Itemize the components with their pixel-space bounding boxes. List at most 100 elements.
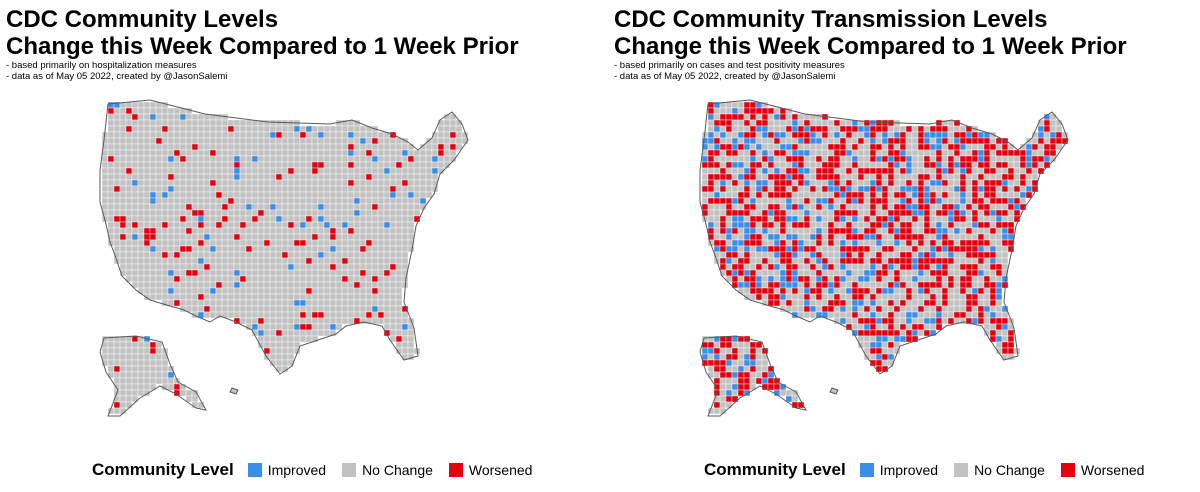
county-cell xyxy=(113,137,121,145)
county-cell xyxy=(323,167,331,175)
county-cell xyxy=(263,293,271,301)
county-cell xyxy=(215,275,223,283)
county-cell xyxy=(389,293,397,301)
county-cell xyxy=(275,209,283,217)
county-cell xyxy=(287,281,295,289)
county-cell xyxy=(233,287,241,295)
county-cell xyxy=(287,275,295,283)
county-cell xyxy=(713,227,721,235)
county-cell xyxy=(857,317,865,325)
county-cell xyxy=(875,263,883,271)
county-cell xyxy=(347,179,355,187)
county-cell xyxy=(269,143,277,151)
county-cell xyxy=(275,221,283,229)
county-cell xyxy=(125,359,133,367)
county-cell xyxy=(755,275,763,283)
county-cell xyxy=(911,161,919,169)
county-cell xyxy=(743,185,751,193)
county-cell xyxy=(917,215,925,223)
county-cell xyxy=(725,137,733,145)
county-cell xyxy=(335,239,343,247)
county-cell xyxy=(737,275,745,283)
county-cell xyxy=(251,317,259,325)
county-cell xyxy=(137,377,145,385)
county-cell xyxy=(827,305,835,313)
county-cell xyxy=(923,287,931,295)
county-cell xyxy=(839,215,847,223)
county-cell xyxy=(953,131,961,139)
county-cell xyxy=(335,269,343,277)
county-cell xyxy=(923,239,931,247)
county-cell xyxy=(899,311,907,319)
county-cell xyxy=(827,257,835,265)
county-cell xyxy=(185,149,193,157)
county-cell xyxy=(881,221,889,229)
county-cell xyxy=(323,305,331,313)
county-cell xyxy=(173,191,181,199)
county-cell xyxy=(851,263,859,271)
county-cell xyxy=(887,359,895,367)
county-cell xyxy=(767,239,775,247)
county-cell xyxy=(1043,149,1051,157)
county-cell xyxy=(857,221,865,229)
county-cell xyxy=(767,161,775,169)
county-cell xyxy=(125,389,133,397)
county-cell xyxy=(389,287,397,295)
county-cell xyxy=(377,185,385,193)
county-cell xyxy=(359,149,367,157)
county-cell xyxy=(239,161,247,169)
county-cell xyxy=(179,281,187,289)
county-cell xyxy=(239,269,247,277)
county-cell xyxy=(251,209,259,217)
county-cell xyxy=(761,143,769,151)
county-cell xyxy=(977,131,985,139)
county-cell xyxy=(173,203,181,211)
county-cell xyxy=(149,125,157,133)
county-cell xyxy=(287,329,295,337)
county-cell xyxy=(1025,185,1033,193)
county-cell xyxy=(893,257,901,265)
county-cell xyxy=(893,149,901,157)
county-cell xyxy=(233,299,241,307)
county-cell xyxy=(197,233,205,241)
county-cell xyxy=(983,305,991,313)
county-cell xyxy=(287,269,295,277)
county-cell xyxy=(179,389,187,397)
county-cell xyxy=(779,173,787,181)
county-cell xyxy=(119,251,127,259)
county-cell xyxy=(113,353,121,361)
county-cell xyxy=(743,179,751,187)
county-cell xyxy=(719,167,727,175)
title-line-1: CDC Community Transmission Levels xyxy=(614,6,1048,33)
county-cell xyxy=(251,281,259,289)
county-cell xyxy=(983,173,991,181)
county-cell xyxy=(1001,173,1009,181)
county-cell xyxy=(359,143,367,151)
county-cell xyxy=(173,173,181,181)
county-cell xyxy=(395,233,403,241)
county-cell xyxy=(977,185,985,193)
county-cell xyxy=(719,383,727,391)
county-cell xyxy=(869,125,877,133)
county-cell xyxy=(395,335,403,343)
county-cell xyxy=(977,161,985,169)
county-cell xyxy=(263,257,271,265)
county-cell xyxy=(317,263,325,271)
county-cell xyxy=(773,161,781,169)
county-cell xyxy=(299,155,307,163)
county-cell xyxy=(179,227,187,235)
county-cell xyxy=(929,263,937,271)
county-cell xyxy=(401,179,409,187)
county-cell xyxy=(875,239,883,247)
county-cell xyxy=(743,173,751,181)
county-cell xyxy=(719,341,727,349)
county-cell xyxy=(335,155,343,163)
county-cell xyxy=(983,137,991,145)
county-cell xyxy=(383,239,391,247)
county-cell xyxy=(413,167,421,175)
county-cell xyxy=(317,137,325,145)
county-cell xyxy=(185,197,193,205)
county-cell xyxy=(815,245,823,253)
legend: Community Level Improved No Change Worse… xyxy=(92,460,542,480)
county-cell xyxy=(125,137,133,145)
